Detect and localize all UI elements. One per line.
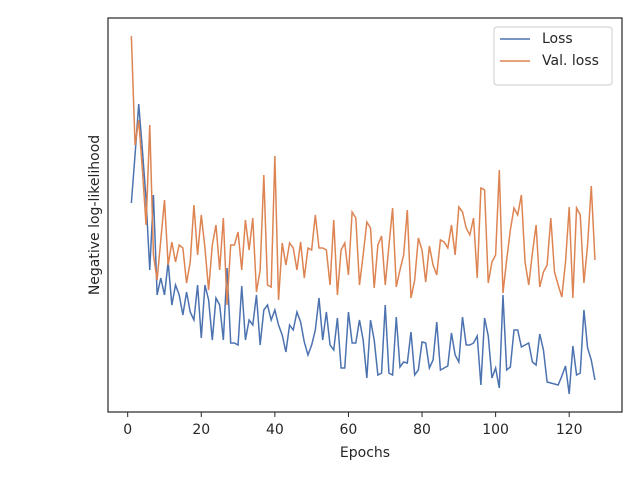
legend-label: Val. loss xyxy=(542,53,599,69)
legend-label: Loss xyxy=(542,31,573,47)
plot-frame xyxy=(107,17,623,413)
x-tick-label: 20 xyxy=(192,422,210,438)
x-tick-label: 100 xyxy=(482,422,509,438)
series-line xyxy=(130,35,596,306)
series-line xyxy=(130,103,596,395)
x-tick-label: 80 xyxy=(413,422,431,438)
x-tick-label: 120 xyxy=(556,422,583,438)
legend-box xyxy=(493,26,613,86)
x-tick-label: 40 xyxy=(266,422,284,438)
x-tick-label: 0 xyxy=(123,422,132,438)
y-axis-label: Negative log-likelihood xyxy=(87,135,103,295)
x-axis-label: Epochs xyxy=(340,445,390,461)
x-tick-label: 60 xyxy=(340,422,358,438)
